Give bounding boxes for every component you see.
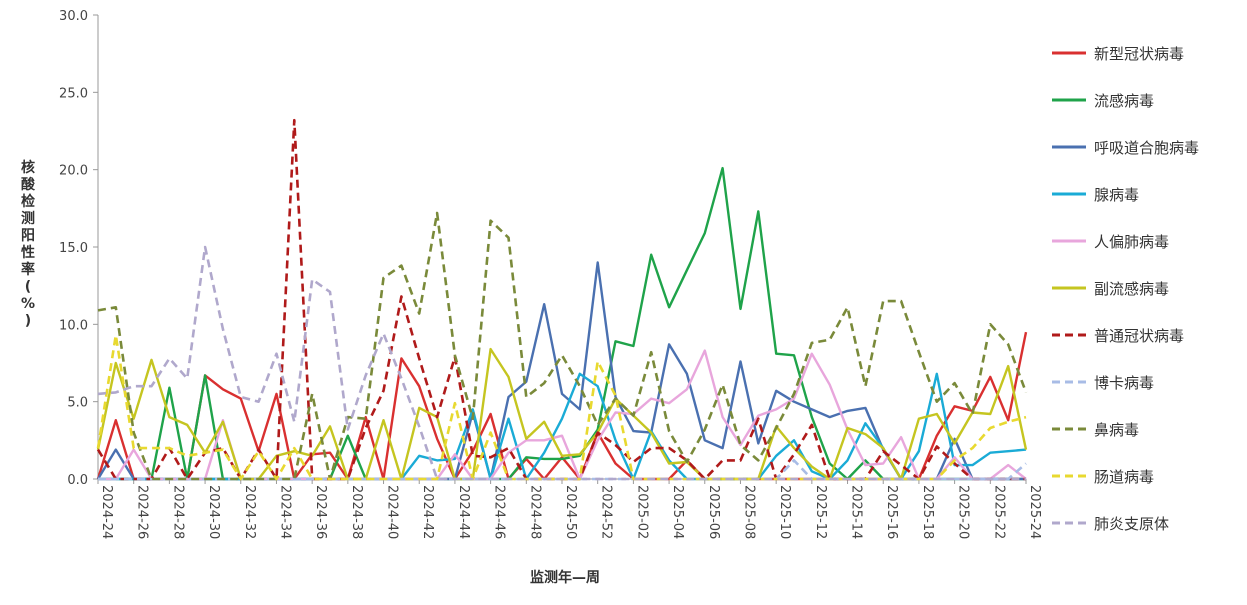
x-tick-label: 2025-12 <box>813 485 828 539</box>
legend-label: 呼吸道合胞病毒 <box>1094 139 1199 157</box>
series-line-3 <box>96 261 1026 481</box>
x-tick-label: 2025-02 <box>634 485 649 539</box>
y-tick-label: 0.0 <box>67 473 88 488</box>
legend: 新型冠状病毒流感病毒呼吸道合胞病毒腺病毒人偏肺病毒副流感病毒普通冠状病毒博卡病毒… <box>1052 45 1199 533</box>
x-tick-label: 2024-36 <box>313 485 328 539</box>
series-line-2 <box>98 166 1026 481</box>
series-line-11 <box>97 245 1026 481</box>
x-tick-label: 2024-32 <box>242 485 257 539</box>
series-line-6 <box>96 347 1028 481</box>
x-tick-label: 2025-18 <box>920 485 935 539</box>
x-tick-label: 2025-14 <box>849 485 864 539</box>
axes <box>97 15 1026 480</box>
x-tick-label: 2025-04 <box>670 485 685 539</box>
legend-label: 普通冠状病毒 <box>1094 327 1184 345</box>
x-tick-label: 2025-20 <box>956 485 971 539</box>
y-axis-ticks: 0.0 5.0 10.0 15.0 20.0 25.0 30.0 <box>59 9 98 488</box>
y-tick-label: 20.0 <box>59 164 88 179</box>
x-tick-label: 2024-44 <box>456 485 471 539</box>
x-tick-label: 2024-38 <box>349 485 364 539</box>
legend-label: 博卡病毒 <box>1094 374 1154 392</box>
x-axis-title: 监测年—周 <box>530 569 600 586</box>
series-line-9 <box>97 211 1028 481</box>
x-tick-label: 2024-24 <box>99 485 114 539</box>
legend-label: 肠道病毒 <box>1094 468 1154 486</box>
x-tick-label: 2025-06 <box>706 485 721 539</box>
x-tick-label: 2024-26 <box>135 485 150 539</box>
x-tick-label: 2024-28 <box>170 485 185 539</box>
x-axis-ticks: 2024-24 2024-26 2024-28 2024-30 2024-32 2024-… <box>97 479 1042 539</box>
y-tick-label: 25.0 <box>59 86 88 101</box>
legend-label: 新型冠状病毒 <box>1094 45 1184 63</box>
y-axis-title: 核酸检测阳性率(%) <box>21 159 36 329</box>
y-tick-label: 5.0 <box>67 396 88 411</box>
legend-label: 流感病毒 <box>1094 92 1154 110</box>
x-tick-label: 2025-22 <box>991 485 1006 539</box>
legend-label: 鼻病毒 <box>1094 421 1139 439</box>
x-tick-label: 2024-40 <box>385 485 400 539</box>
series-lines <box>96 118 1028 481</box>
legend-label: 副流感病毒 <box>1094 280 1169 298</box>
x-tick-label: 2024-50 <box>563 485 578 539</box>
x-tick-label: 2024-48 <box>527 485 542 539</box>
x-tick-label: 2025-24 <box>1027 485 1042 539</box>
y-tick-label: 30.0 <box>59 9 88 24</box>
y-tick-label: 10.0 <box>59 318 88 333</box>
legend-label: 肺炎支原体 <box>1094 515 1169 533</box>
legend-label: 人偏肺病毒 <box>1094 233 1169 251</box>
x-tick-label: 2025-16 <box>884 485 899 539</box>
x-tick-label: 2024-46 <box>492 485 507 539</box>
x-tick-label: 2025-08 <box>741 485 756 539</box>
series-line-7 <box>96 118 1026 481</box>
legend-label: 腺病毒 <box>1094 186 1139 204</box>
x-tick-label: 2025-10 <box>777 485 792 539</box>
x-tick-label: 2024-30 <box>206 485 221 539</box>
y-tick-label: 15.0 <box>59 241 88 256</box>
x-tick-label: 2024-42 <box>420 485 435 539</box>
x-tick-label: 2024-52 <box>599 485 614 539</box>
x-tick-label: 2024-34 <box>277 485 292 539</box>
